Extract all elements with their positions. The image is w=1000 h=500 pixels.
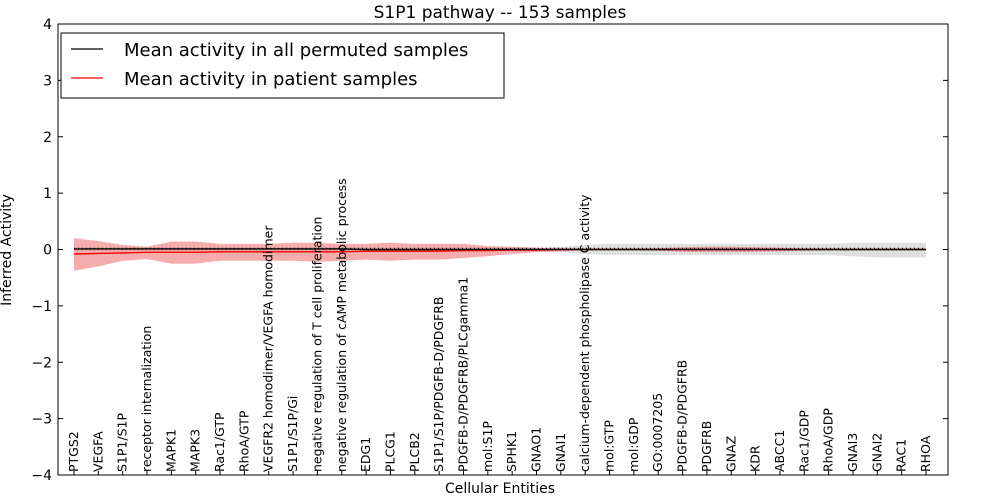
y-tick-label: −4: [31, 468, 52, 484]
y-tick-label: 3: [43, 73, 52, 89]
x-category-label: RHOA: [918, 435, 933, 472]
x-category-label: PDGFB-D/PDGFRB/PLCgamma1: [456, 277, 471, 472]
x-category-label: negative regulation of T cell proliferat…: [309, 217, 324, 472]
x-category-label: S1P1/S1P/Gi: [285, 396, 300, 472]
legend-box: [60, 32, 505, 99]
x-category-label: PDGFB-D/PDGFRB: [675, 360, 690, 472]
x-category-label: EDG1: [358, 437, 373, 472]
x-category-label: RAC1: [894, 439, 909, 472]
x-category-label: calcium-dependent phospholipase C activi…: [577, 194, 592, 472]
x-category-label: GO:0007205: [650, 393, 665, 472]
x-category-label: PLCB2: [407, 432, 422, 472]
y-tick-label: 1: [43, 186, 52, 202]
x-category-label: negative regulation of cAMP metabolic pr…: [334, 178, 349, 472]
x-category-label: Rac1/GDP: [796, 410, 811, 472]
x-category-label: RhoA/GTP: [236, 410, 251, 472]
x-category-label: receptor internalization: [139, 326, 154, 472]
x-category-label: VEGFA: [90, 431, 105, 472]
x-category-label: RhoA/GDP: [821, 408, 836, 472]
x-category-label: GNAI1: [553, 433, 568, 472]
x-category-label: MAPK1: [163, 429, 178, 472]
band-patient: [74, 238, 926, 271]
x-category-label: PDGFRB: [699, 421, 714, 472]
legend: Mean activity in all permuted samples Me…: [60, 32, 505, 99]
y-tick-label: −1: [31, 299, 52, 315]
legend-label-permuted: Mean activity in all permuted samples: [124, 40, 468, 61]
y-tick-label: 0: [43, 243, 52, 259]
x-category-label: PTGS2: [66, 431, 81, 472]
x-category-label: ABCC1: [772, 430, 787, 472]
chart-title: S1P1 pathway -- 153 samples: [374, 3, 627, 23]
x-category-label: MAPK3: [188, 429, 203, 472]
series-lines: [73, 247, 926, 255]
x-category-label: S1P1/S1P/PDGFB-D/PDGFRB: [431, 297, 446, 473]
y-tick-label: 4: [43, 17, 52, 33]
x-axis: PTGS2 VEGFA S1P1/S1P receptor internalizati…: [66, 178, 933, 475]
y-tick-label: −3: [31, 412, 52, 428]
x-category-label: KDR: [748, 445, 763, 472]
x-category-label: S1P1/S1P: [115, 413, 130, 472]
y-tick-label: −2: [31, 355, 52, 371]
x-category-label: GNAO1: [529, 427, 544, 472]
y-axis-label: Inferred Activity: [0, 194, 15, 306]
x-category-label: mol:S1P: [480, 421, 495, 472]
x-axis-label: Cellular Entities: [445, 481, 555, 497]
x-category-label: PLCG1: [383, 431, 398, 472]
x-category-label: GNAI3: [845, 433, 860, 472]
y-axis: 4 3 2 1 0 −1 −2 −3 −4: [31, 17, 948, 484]
x-category-label: GNAZ: [723, 436, 738, 472]
x-category-label: SPHK1: [504, 431, 519, 472]
x-category-label: VEGFR2 homodimer/VEGFA homodimer: [261, 225, 276, 472]
x-category-label: GNAI2: [869, 433, 884, 472]
x-category-label: mol:GDP: [626, 417, 641, 472]
series-line-permuted: [74, 248, 926, 251]
y-tick-label: 2: [43, 130, 52, 146]
x-category-label: Rac1/GTP: [212, 412, 227, 472]
x-category-label: mol:GTP: [602, 420, 617, 472]
legend-label-patient: Mean activity in patient samples: [124, 69, 418, 90]
